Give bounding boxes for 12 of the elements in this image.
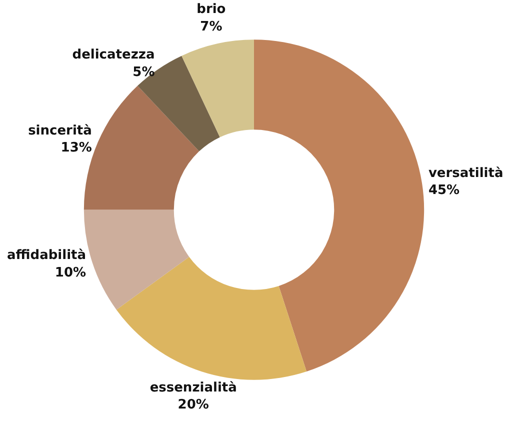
data-label: 20%: [178, 398, 209, 413]
slice-label: delicatezza: [72, 48, 155, 63]
data-label: 45%: [428, 183, 460, 198]
slice-label: brio: [196, 2, 226, 18]
slice-label: sincerità: [28, 123, 92, 138]
slice-label: versatilità: [428, 166, 504, 181]
data-label: 13%: [60, 140, 92, 156]
slice-label: affidabilità: [7, 248, 86, 264]
data-label: 7%: [200, 19, 222, 34]
slice-label: essenzialità: [150, 380, 237, 396]
data-label: 10%: [54, 265, 86, 280]
data-label: 5%: [132, 64, 155, 80]
